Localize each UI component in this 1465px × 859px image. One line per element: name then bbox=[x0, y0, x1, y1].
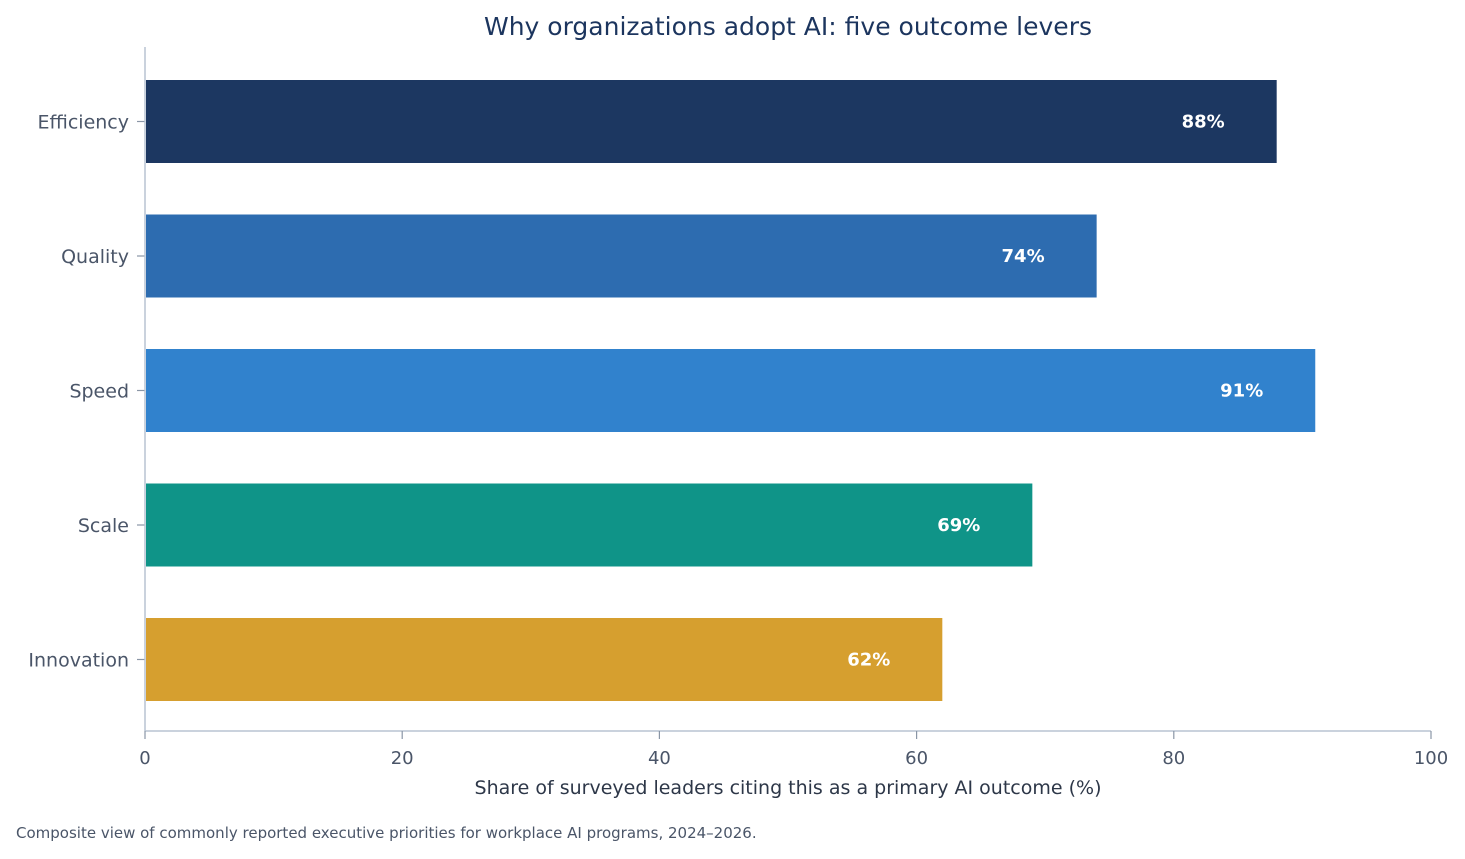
category-label-scale: Scale bbox=[78, 515, 129, 537]
bar-scale bbox=[146, 483, 1033, 567]
bar-speed bbox=[146, 349, 1316, 432]
bar-value-label-quality: 74% bbox=[1002, 246, 1045, 267]
x-tick-label: 0 bbox=[139, 748, 150, 769]
bar-value-label-scale: 69% bbox=[937, 515, 980, 536]
x-tick-label: 40 bbox=[648, 748, 671, 769]
x-tick-label: 20 bbox=[391, 748, 414, 769]
chart-caption: Composite view of commonly reported exec… bbox=[16, 824, 757, 842]
category-label-quality: Quality bbox=[61, 246, 129, 268]
bar-value-label-speed: 91% bbox=[1220, 381, 1263, 402]
category-label-efficiency: Efficiency bbox=[37, 112, 129, 134]
bar-value-label-efficiency: 88% bbox=[1182, 112, 1225, 133]
bar-quality bbox=[146, 214, 1097, 298]
category-label-innovation: Innovation bbox=[28, 650, 129, 672]
x-tick-label: 100 bbox=[1414, 748, 1448, 769]
x-tick-label: 80 bbox=[1162, 748, 1185, 769]
category-label-speed: Speed bbox=[69, 381, 129, 403]
bar-efficiency bbox=[146, 80, 1277, 163]
x-axis-title: Share of surveyed leaders citing this as… bbox=[475, 777, 1102, 799]
bar-innovation bbox=[146, 618, 943, 701]
x-axis: 0 20 40 60 80 100 bbox=[139, 730, 1448, 769]
chart-title: Why organizations adopt AI: five outcome… bbox=[484, 12, 1092, 41]
bar-value-label-innovation: 62% bbox=[847, 650, 890, 671]
x-tick-label: 60 bbox=[905, 748, 928, 769]
bars-group: 88% 74% 91% 69% 62% bbox=[146, 80, 1316, 701]
y-axis: Efficiency Quality Speed Scale Innovation bbox=[28, 47, 146, 731]
